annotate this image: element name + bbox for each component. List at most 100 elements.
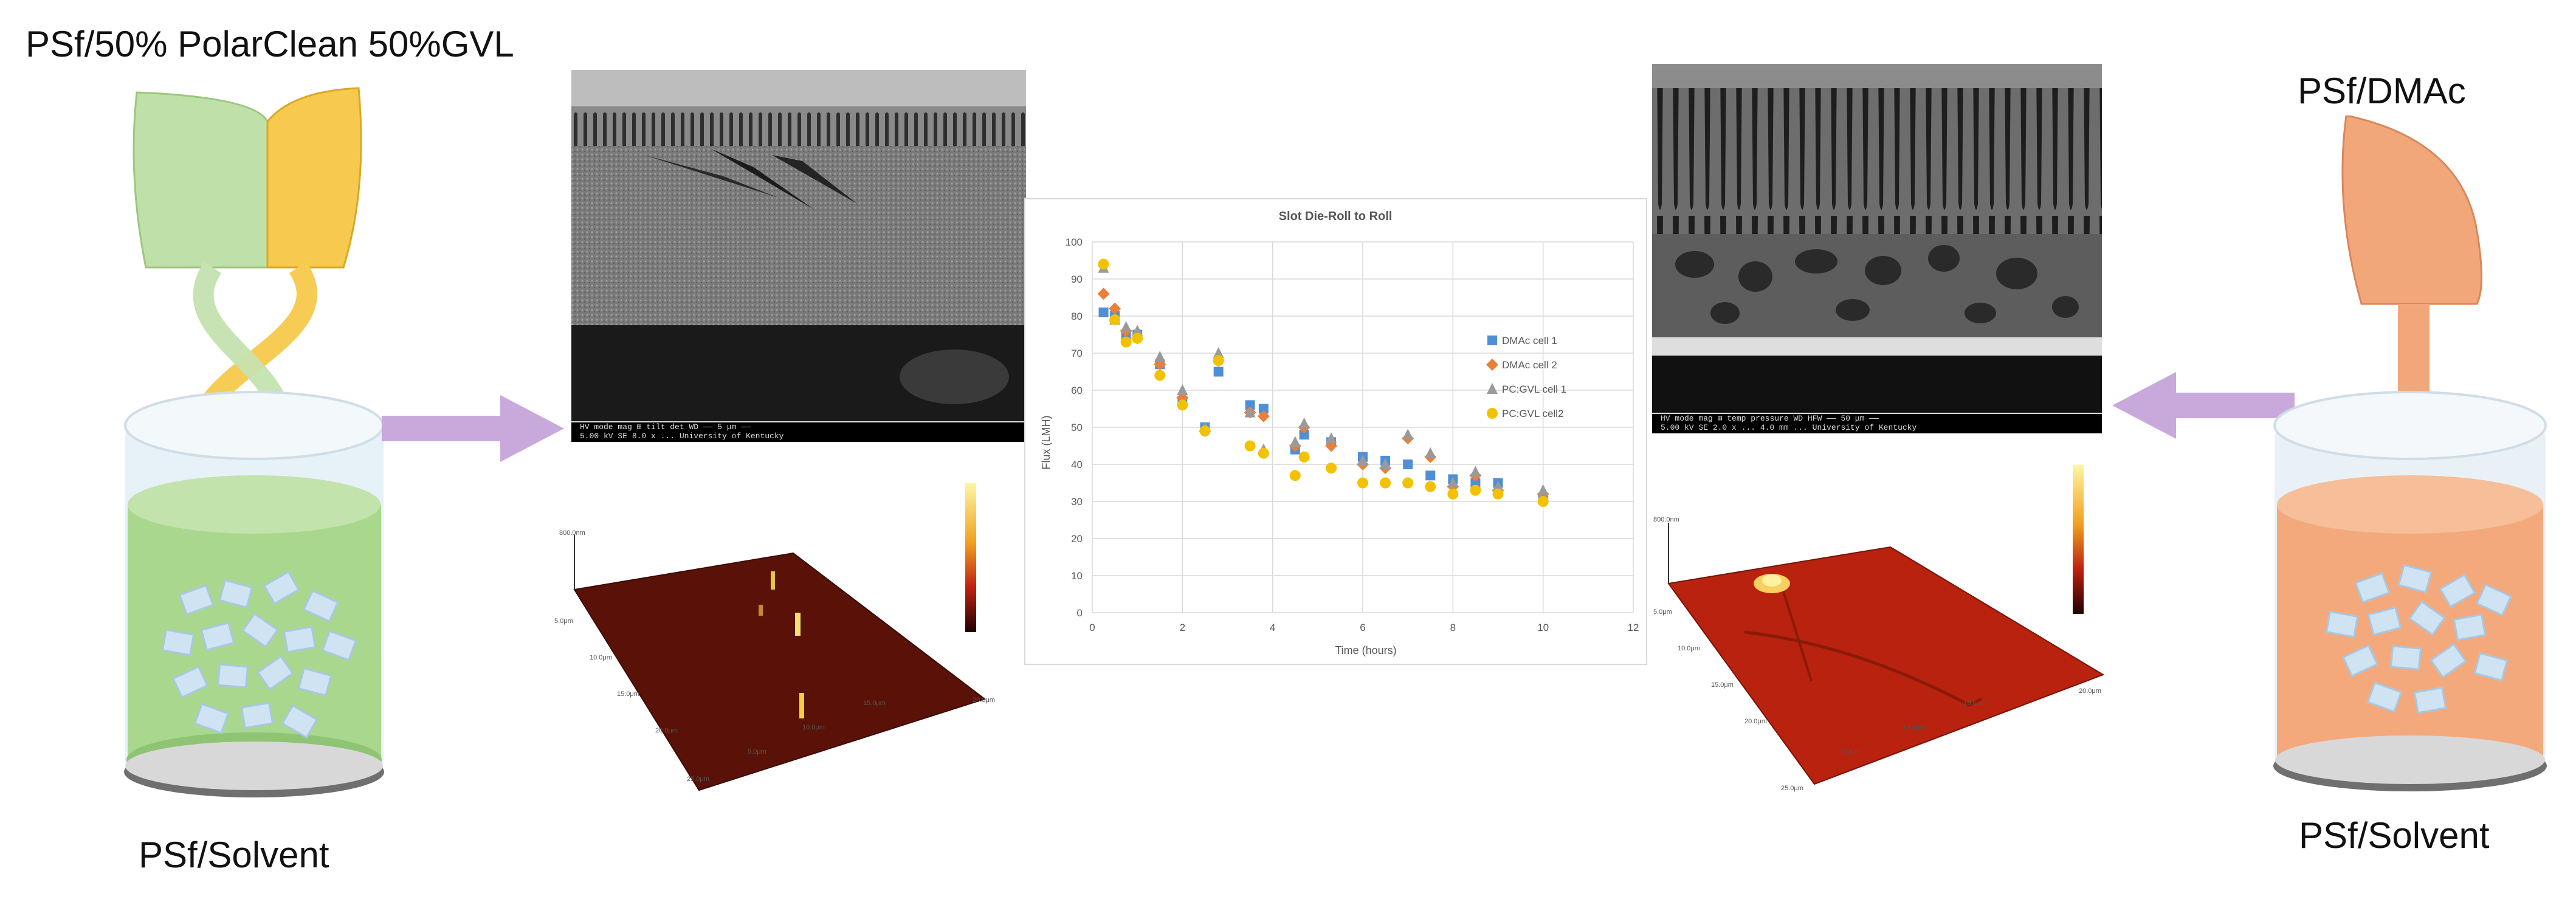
data-point-series-3	[1425, 447, 1436, 458]
legend-marker-4	[1487, 408, 1498, 419]
svg-text:25.0μm: 25.0μm	[1781, 785, 1803, 792]
x-tick-label: 12	[1628, 622, 1639, 633]
data-point-series-4	[1289, 470, 1301, 481]
data-point-series-4	[1402, 477, 1414, 489]
svg-text:10.0μm: 10.0μm	[802, 724, 825, 731]
sem-cross-section-image-left: HV mode mag ⊞ tilt det WD —— 5 μm —— 5.00…	[571, 70, 1026, 442]
right-title: PSf/DMAc	[2298, 71, 2466, 111]
data-point-series-3	[1177, 384, 1188, 395]
svg-text:10.0μm: 10.0μm	[590, 654, 612, 661]
data-point-series-1	[1258, 404, 1269, 414]
left-bottom-label: PSf/Solvent	[139, 835, 329, 875]
svg-text:800.0nm: 800.0nm	[559, 529, 585, 537]
legend-marker-1	[1487, 336, 1497, 345]
svg-text:20.0μm: 20.0μm	[655, 727, 678, 734]
legend-label-3: PC:GVL cell 1	[1502, 384, 1566, 395]
left-title: PSf/50% PolarClean 50%GVL	[26, 24, 514, 64]
svg-text:5.0μm: 5.0μm	[1842, 748, 1861, 756]
afm-color-scale-left	[965, 483, 976, 632]
yellow-ink-drop-icon	[266, 87, 362, 269]
svg-text:800.0nm: 800.0nm	[1653, 516, 1679, 523]
legend-marker-3	[1487, 383, 1498, 394]
y-tick-label: 30	[1071, 496, 1083, 508]
y-tick-label: 90	[1071, 274, 1083, 285]
data-point-series-4	[1154, 370, 1166, 381]
flux-chart-svg: Slot Die-Roll to Roll 010203040506070809…	[1040, 210, 1639, 656]
afm-color-scale-right	[2073, 465, 2084, 614]
svg-text:25.0μm: 25.0μm	[687, 776, 709, 783]
sem-info-bar-right: HV mode mag ⊞ temp pressure WD HFW —— 50…	[1652, 413, 2102, 433]
y-tick-label: 10	[1071, 570, 1083, 582]
data-point-series-1	[1299, 430, 1309, 440]
data-point-series-4	[1177, 399, 1188, 411]
data-point-series-4	[1492, 488, 1504, 500]
svg-text:10.0μm: 10.0μm	[1678, 645, 1700, 652]
svg-text:10.0μm: 10.0μm	[1903, 724, 1925, 731]
data-point-series-4	[1213, 355, 1224, 367]
data-point-series-1	[1213, 367, 1224, 377]
data-point-series-4	[1425, 481, 1436, 492]
data-point-series-3	[1289, 436, 1301, 447]
data-point-series-1	[1098, 307, 1109, 317]
data-point-series-3	[1326, 432, 1337, 444]
data-point-series-3	[1380, 458, 1391, 469]
data-point-series-1	[1245, 400, 1255, 410]
data-point-series-4	[1120, 336, 1132, 348]
data-point-series-4	[1470, 484, 1481, 496]
green-ink-drop-icon	[133, 91, 269, 269]
data-point-series-3	[1154, 351, 1166, 362]
y-tick-label: 50	[1071, 422, 1083, 433]
data-point-series-4	[1326, 463, 1337, 474]
svg-text:15.0μm: 15.0μm	[863, 700, 886, 707]
svg-text:20.0μm: 20.0μm	[1744, 718, 1767, 725]
data-point-series-3	[1492, 480, 1504, 492]
y-tick-label: 20	[1071, 533, 1083, 545]
data-point-series-3	[1120, 321, 1132, 332]
svg-text:5.0μm: 5.0μm	[554, 618, 573, 625]
x-tick-label: 4	[1270, 622, 1275, 633]
data-point-series-4	[1109, 314, 1121, 326]
svg-text:5.0μm: 5.0μm	[1653, 608, 1672, 616]
right-bottom-label: PSf/Solvent	[2299, 815, 2490, 856]
y-tick-label: 40	[1071, 459, 1083, 470]
left-solution-jar-illustration	[124, 87, 384, 797]
y-tick-label: 0	[1077, 607, 1083, 619]
data-point-series-3	[1213, 347, 1224, 358]
x-tick-label: 0	[1089, 622, 1095, 633]
arrow-right-icon	[382, 395, 564, 462]
data-point-series-4	[1447, 488, 1459, 500]
svg-text:5.0μm: 5.0μm	[748, 748, 766, 756]
legend-label-2: DMAc cell 2	[1502, 359, 1557, 371]
y-axis-label: Flux (LMH)	[1040, 416, 1052, 470]
data-point-series-4	[1380, 477, 1391, 489]
data-point-series-4	[1357, 477, 1368, 489]
data-point-series-3	[1447, 477, 1459, 488]
data-point-series-3	[1132, 325, 1143, 336]
legend-label-1: DMAc cell 1	[1502, 335, 1557, 346]
data-point-series-4	[1132, 332, 1143, 344]
y-tick-label: 80	[1071, 311, 1083, 322]
data-point-series-3	[1357, 454, 1368, 466]
flux-chart: Slot Die-Roll to Roll 0 10 20 30 40 50 60 70 80 9…	[1024, 198, 1647, 665]
data-point-series-4	[1244, 440, 1256, 452]
chart-title: Slot Die-Roll to Roll	[1279, 210, 1393, 223]
y-tick-label: 60	[1071, 385, 1083, 396]
data-point-series-3	[1537, 484, 1549, 495]
data-point-series-3	[1402, 429, 1414, 440]
data-point-series-3	[1244, 406, 1256, 418]
data-point-series-4	[1199, 425, 1211, 437]
x-tick-label: 2	[1180, 622, 1185, 633]
svg-text:20.0μm: 20.0μm	[973, 697, 995, 704]
data-point-series-2	[1257, 410, 1270, 422]
x-axis-label: Time (hours)	[1335, 644, 1396, 656]
svg-text:15.0μm: 15.0μm	[1711, 681, 1734, 689]
data-point-series-3	[1298, 417, 1310, 429]
svg-text:20.0μm: 20.0μm	[2079, 687, 2101, 695]
legend-marker-2	[1486, 359, 1498, 371]
afm-3d-surface-left: 800.0nm 5.0μm 10.0μm 15.0μm 20.0μm 25.0μ…	[554, 483, 995, 791]
legend-label-4: PC:GVL cell2	[1502, 408, 1563, 419]
orange-solution	[2277, 504, 2543, 760]
data-point-series-4	[1258, 447, 1269, 459]
sem-cross-section-image-right: HV mode mag ⊞ temp pressure WD HFW —— 50…	[1652, 64, 2102, 433]
data-point-series-1	[1470, 478, 1481, 488]
